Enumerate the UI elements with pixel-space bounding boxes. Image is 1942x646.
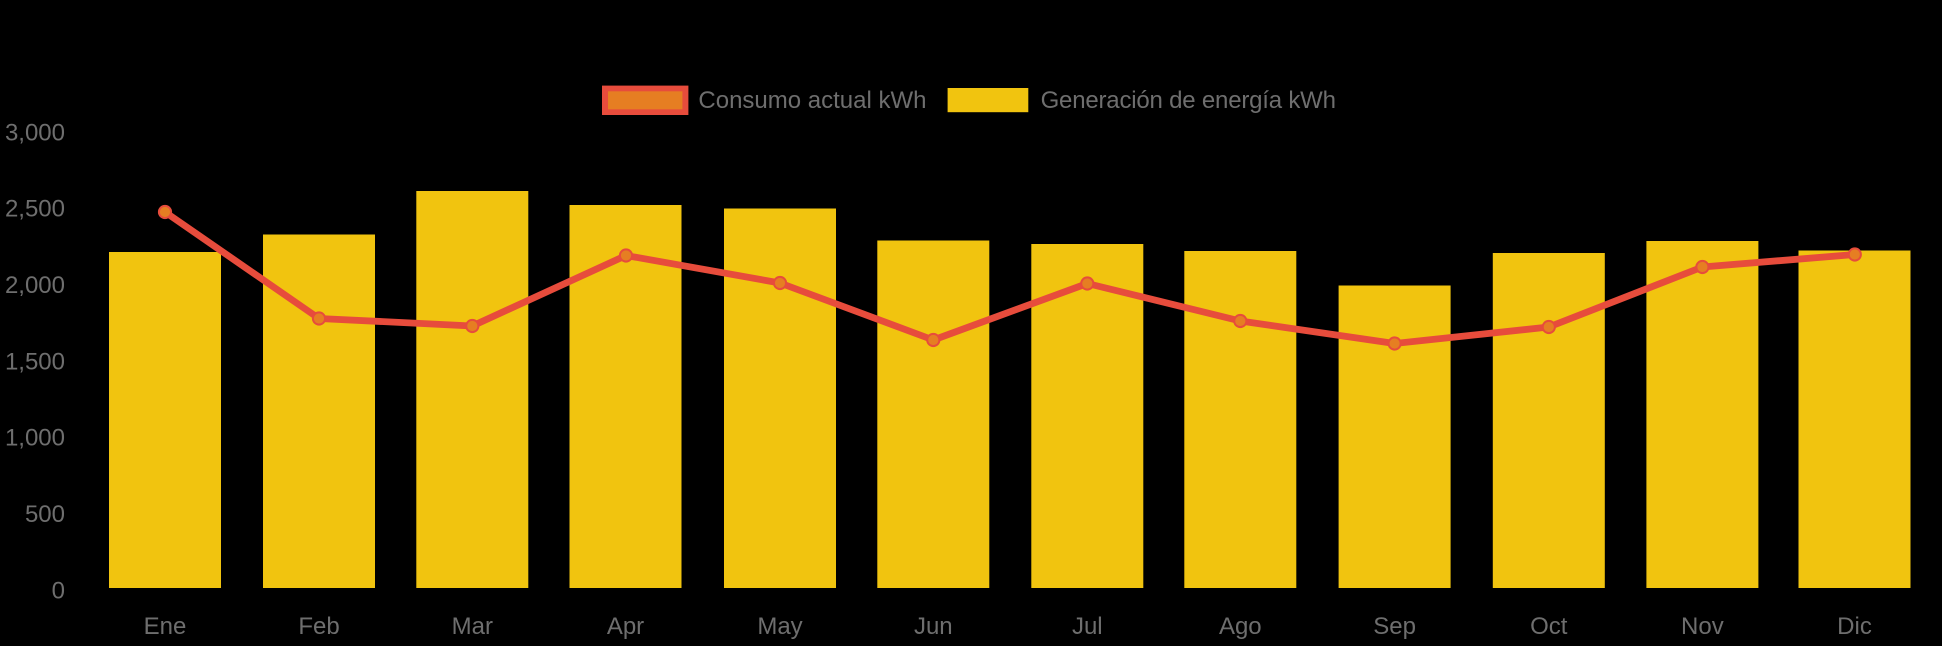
- svg-text:May: May: [757, 613, 802, 640]
- svg-text:2,000: 2,000: [5, 272, 65, 299]
- svg-text:Ene: Ene: [144, 613, 187, 640]
- svg-text:Dic: Dic: [1837, 613, 1872, 640]
- svg-text:Consumo actual kWh: Consumo actual kWh: [698, 87, 926, 114]
- svg-text:1,000: 1,000: [5, 425, 65, 452]
- svg-text:Nov: Nov: [1681, 613, 1724, 640]
- svg-text:Sep: Sep: [1373, 613, 1416, 640]
- svg-text:Generación de energía kWh: Generación de energía kWh: [1041, 87, 1336, 114]
- svg-text:Jul: Jul: [1072, 613, 1103, 640]
- svg-text:500: 500: [25, 501, 65, 528]
- svg-text:Mar: Mar: [452, 613, 493, 640]
- svg-text:Ago: Ago: [1219, 613, 1262, 640]
- svg-text:Jun: Jun: [914, 613, 953, 640]
- svg-text:Apr: Apr: [607, 613, 644, 640]
- svg-text:3,000: 3,000: [5, 119, 65, 146]
- svg-text:Feb: Feb: [298, 613, 339, 640]
- svg-text:0: 0: [52, 577, 65, 604]
- svg-text:Oct: Oct: [1530, 613, 1568, 640]
- svg-text:1,500: 1,500: [5, 348, 65, 375]
- svg-text:2,500: 2,500: [5, 196, 65, 223]
